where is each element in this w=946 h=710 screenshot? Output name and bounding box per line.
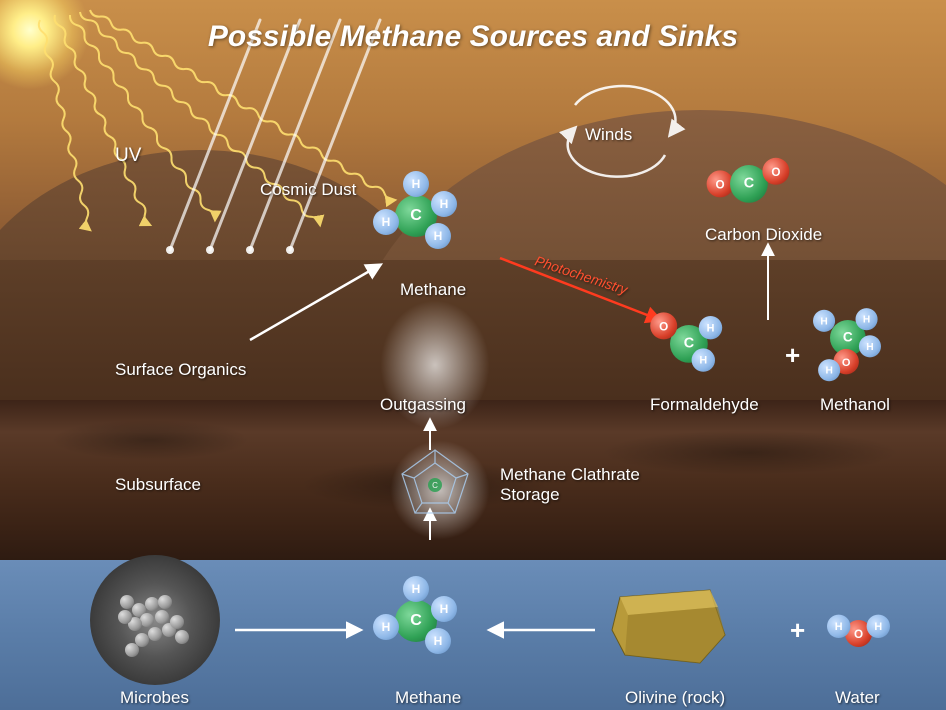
label-co2: Carbon Dioxide	[705, 225, 822, 245]
page-title: Possible Methane Sources and Sinks	[0, 20, 946, 54]
label-microbes: Microbes	[120, 688, 189, 708]
label-methane-upper: Methane	[400, 280, 466, 300]
label-cosmic-dust: Cosmic Dust	[260, 180, 356, 200]
infographic-canvas: C C H H H H O C O C O H H	[0, 0, 946, 710]
label-subsurface: Subsurface	[115, 475, 201, 495]
label-outgassing: Outgassing	[380, 395, 466, 415]
plus-sign: +	[785, 340, 800, 371]
label-uv: UV	[115, 145, 141, 167]
microbes-icon	[90, 555, 220, 685]
label-olivine: Olivine (rock)	[625, 688, 725, 708]
label-methanol: Methanol	[820, 395, 890, 415]
label-methane-lower: Methane	[395, 688, 461, 708]
label-water: Water	[835, 688, 880, 708]
label-winds: Winds	[585, 125, 632, 145]
label-formaldehyde: Formaldehyde	[650, 395, 759, 415]
label-surface-organics: Surface Organics	[115, 360, 246, 380]
label-clathrate: Methane Clathrate Storage	[500, 465, 640, 506]
plus-sign: +	[790, 615, 805, 646]
clathrate-cloud	[390, 440, 490, 540]
